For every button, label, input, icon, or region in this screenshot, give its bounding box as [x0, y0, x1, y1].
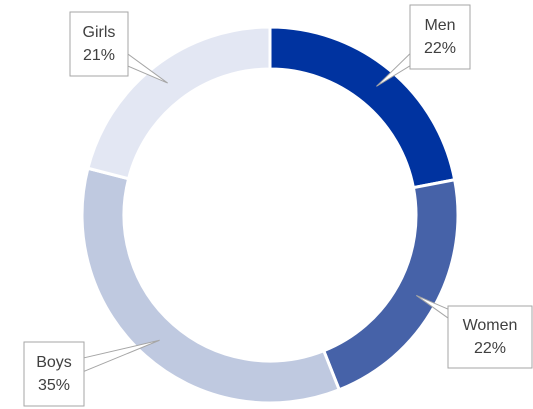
value-label: 22%	[474, 340, 506, 357]
category-label: Girls	[83, 24, 116, 41]
callout-box	[447, 305, 533, 369]
value-label: 21%	[83, 47, 115, 64]
callout-box	[69, 11, 129, 77]
callout: Boys 35%	[23, 339, 160, 407]
value-label: 35%	[38, 377, 70, 394]
category-label: Boys	[36, 354, 72, 371]
callout-box	[23, 341, 85, 407]
callout: Women 22%	[416, 294, 533, 369]
callout: Men 22%	[376, 4, 471, 87]
callout-box	[409, 4, 471, 70]
donut-segment	[80, 166, 342, 405]
category-label: Women	[463, 317, 518, 334]
donut-segment	[86, 25, 272, 181]
category-label: Men	[424, 17, 455, 34]
callout: Girls 21%	[69, 11, 168, 84]
value-label: 22%	[424, 40, 456, 57]
donut-segment	[321, 178, 460, 392]
